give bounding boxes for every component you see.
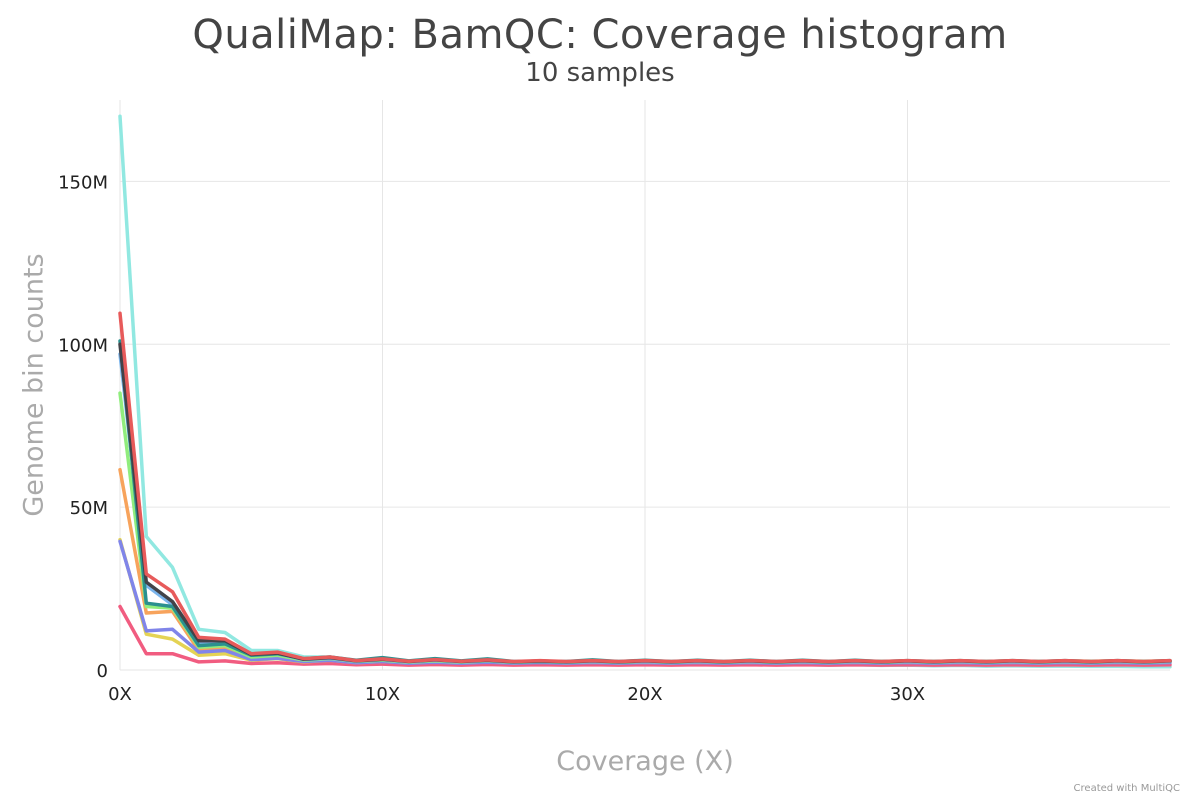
credit-text: Created with MultiQC — [1073, 783, 1180, 794]
y-tick-label: 100M — [58, 335, 108, 356]
grid-lines — [119, 100, 1170, 671]
series-line-10[interactable] — [118, 311, 1172, 664]
chart-subtitle: 10 samples — [525, 58, 675, 88]
x-axis-label: Coverage (X) — [556, 746, 734, 777]
y-tick-label: 0 — [97, 661, 108, 682]
y-tick-label: 150M — [58, 172, 108, 193]
series-line-2[interactable] — [118, 604, 1172, 667]
x-tick-label: 30X — [890, 684, 925, 705]
axis-ticks: 0 50M 100M 150M 0X 10X 20X 30X — [58, 172, 925, 705]
x-tick-label: 20X — [627, 684, 662, 705]
x-tick-label: 10X — [365, 684, 400, 705]
series-lines — [118, 114, 1172, 669]
y-axis-label: Genome bin counts — [18, 253, 50, 517]
y-tick-label: 50M — [70, 498, 108, 519]
x-tick-label: 0X — [108, 684, 132, 705]
chart-title: QualiMap: BamQC: Coverage histogram — [192, 12, 1008, 58]
